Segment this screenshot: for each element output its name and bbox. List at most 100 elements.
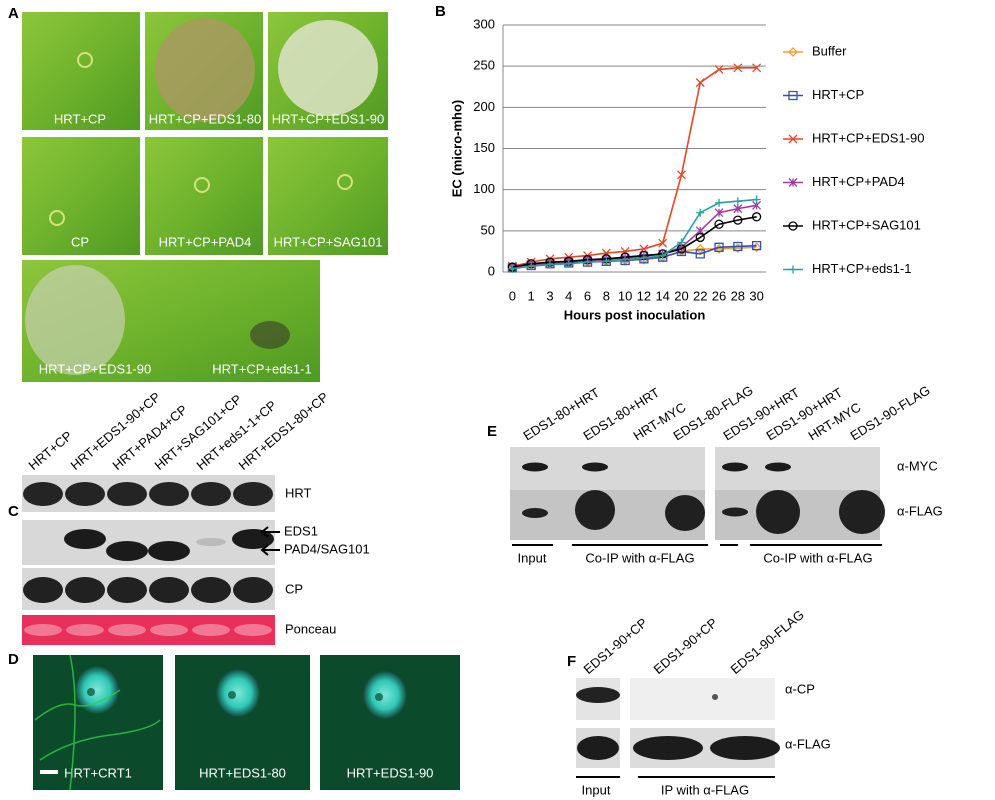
data-point bbox=[507, 262, 518, 272]
lane-label: HRT+CP bbox=[25, 428, 75, 473]
data-point bbox=[676, 244, 687, 254]
photo-caption: HRT+CP+EDS1-80 bbox=[149, 111, 261, 126]
legend-marker bbox=[789, 265, 797, 274]
group-label: Input bbox=[518, 550, 547, 565]
band bbox=[107, 482, 147, 506]
band bbox=[149, 482, 189, 506]
y-tick-label: 250 bbox=[473, 58, 495, 73]
band bbox=[23, 482, 63, 506]
legend-label: HRT+CP bbox=[812, 87, 864, 102]
x-tick-label: 12 bbox=[637, 288, 651, 303]
blot bbox=[630, 678, 775, 720]
data-point bbox=[751, 241, 762, 251]
band bbox=[192, 624, 230, 636]
band bbox=[577, 736, 619, 760]
data-point bbox=[733, 241, 743, 252]
y-axis-title: EC (micro-mho) bbox=[449, 100, 464, 198]
data-point bbox=[658, 251, 667, 260]
legend-label: HRT+CP+eds1-1 bbox=[812, 261, 911, 276]
band bbox=[765, 462, 791, 472]
infiltration-spot bbox=[77, 52, 93, 68]
x-tick-label: 26 bbox=[712, 288, 726, 303]
band bbox=[150, 624, 188, 636]
photo-caption: CP bbox=[71, 234, 89, 249]
data-point bbox=[695, 244, 706, 254]
y-tick-label: 300 bbox=[473, 16, 495, 31]
y-tick-label: 0 bbox=[488, 263, 495, 278]
x-tick-label: 14 bbox=[655, 288, 669, 303]
lane-label: HRT+PAD4+CP bbox=[109, 402, 190, 473]
row-label: α-CP bbox=[785, 681, 815, 696]
x-tick-label: 20 bbox=[674, 288, 688, 303]
row-label: EDS1 bbox=[284, 523, 318, 538]
data-point bbox=[733, 204, 743, 214]
data-point bbox=[695, 232, 705, 243]
band bbox=[710, 736, 780, 760]
panel-label: F bbox=[567, 653, 576, 670]
series-line bbox=[512, 67, 757, 268]
lesion bbox=[250, 321, 290, 349]
row-label: Ponceau bbox=[285, 621, 336, 636]
data-point bbox=[527, 262, 536, 271]
x-axis-title: Hours post inoculation bbox=[564, 307, 706, 322]
band bbox=[191, 482, 231, 506]
data-point bbox=[621, 255, 630, 264]
blot bbox=[22, 615, 275, 645]
band bbox=[65, 577, 105, 603]
legend-marker bbox=[788, 178, 798, 187]
band bbox=[233, 577, 273, 603]
data-point bbox=[752, 63, 762, 73]
legend-marker bbox=[788, 90, 798, 101]
group-label: IP with α-FLAG bbox=[661, 782, 749, 797]
lane-label: EDS1-90-FLAG bbox=[727, 607, 806, 677]
band bbox=[522, 462, 548, 472]
blot bbox=[22, 568, 275, 610]
data-point bbox=[714, 219, 724, 229]
x-tick-label: 28 bbox=[731, 288, 745, 303]
row-label: α-FLAG bbox=[785, 736, 831, 751]
micrograph-caption: HRT+EDS1-90 bbox=[347, 765, 434, 780]
band bbox=[234, 624, 272, 636]
y-tick-label: 50 bbox=[481, 222, 495, 237]
arrow bbox=[260, 544, 280, 556]
legend-label: HRT+CP+SAG101 bbox=[812, 217, 921, 232]
data-point bbox=[658, 249, 668, 259]
infiltration-spot bbox=[337, 174, 353, 190]
infiltration-spot bbox=[49, 210, 65, 226]
cell-outline bbox=[34, 654, 161, 791]
panel-label: E bbox=[487, 423, 497, 440]
band bbox=[756, 490, 800, 534]
legend-label: Buffer bbox=[812, 43, 847, 58]
x-tick-label: 30 bbox=[749, 288, 763, 303]
band bbox=[108, 624, 146, 636]
band bbox=[65, 482, 105, 506]
band bbox=[23, 577, 63, 603]
band bbox=[722, 507, 748, 517]
band bbox=[633, 736, 703, 760]
blot bbox=[22, 520, 275, 565]
lesion bbox=[155, 18, 255, 122]
lesion bbox=[25, 265, 125, 375]
nucleus bbox=[75, 666, 119, 714]
band bbox=[149, 577, 189, 603]
data-point bbox=[733, 197, 742, 206]
band bbox=[196, 538, 226, 546]
leaf-photo bbox=[145, 137, 263, 255]
lane-label: EDS1-90+CP bbox=[580, 615, 650, 677]
data-point bbox=[508, 264, 517, 273]
band bbox=[575, 490, 615, 530]
data-point bbox=[677, 238, 686, 247]
row-label: PAD4/SAG101 bbox=[284, 541, 370, 556]
legend-label: HRT+CP+EDS1-90 bbox=[812, 130, 924, 145]
data-point bbox=[695, 249, 705, 259]
y-tick-label: 200 bbox=[473, 99, 495, 114]
blot bbox=[22, 475, 275, 512]
band bbox=[64, 529, 106, 549]
band bbox=[106, 541, 148, 561]
data-point bbox=[733, 63, 743, 73]
y-tick-label: 150 bbox=[473, 140, 495, 155]
band bbox=[191, 577, 231, 603]
data-point bbox=[602, 257, 611, 266]
band bbox=[148, 541, 190, 561]
